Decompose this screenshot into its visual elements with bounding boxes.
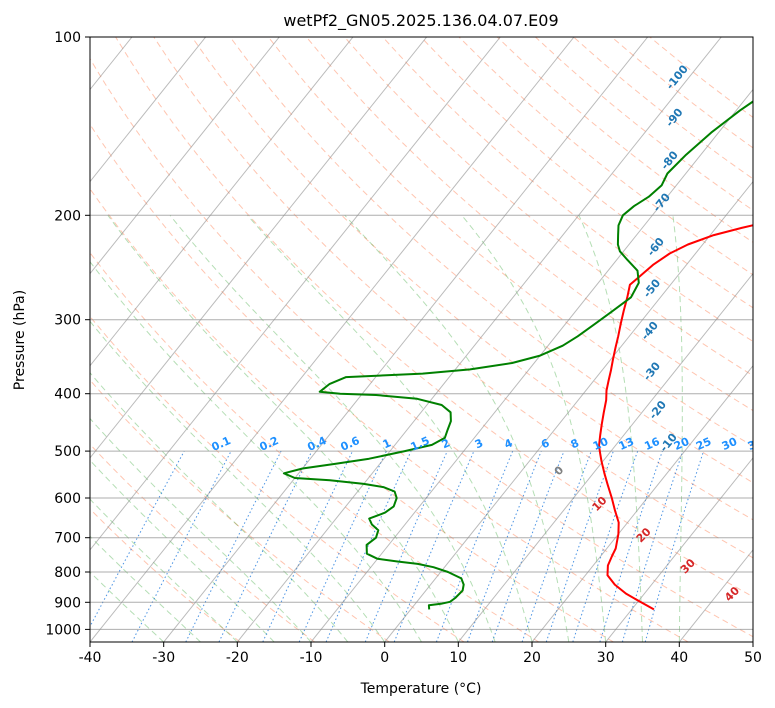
x-tick-label: 10 <box>449 650 467 666</box>
moist-adiabat-line <box>90 571 165 642</box>
isotherm-line <box>457 272 753 642</box>
isotherm-line <box>605 457 753 642</box>
isotherm-line <box>531 364 753 642</box>
y-tick-label: 1000 <box>45 622 81 638</box>
x-tick-label: -40 <box>79 650 102 666</box>
chart-title: wetPf2_GN05.2025.136.04.07.E09 <box>283 11 558 31</box>
dry-adiabat-line <box>306 37 753 412</box>
isotherm-line <box>90 37 354 367</box>
background-lines <box>90 37 753 642</box>
mixing-ratio-line <box>467 450 542 642</box>
mixing-ratio-line <box>364 450 448 642</box>
moist-adiabat-line <box>578 215 643 642</box>
profile-series <box>282 100 753 611</box>
x-axis-label: Temperature (°C) <box>360 681 482 697</box>
isotherm-line <box>163 37 649 642</box>
isotherm-line <box>90 37 501 551</box>
y-tick-label: 500 <box>54 444 81 460</box>
mixing-ratio-label: 20 <box>672 435 692 453</box>
dry-adiabat-line <box>267 37 753 447</box>
dry-adiabat-line <box>90 188 614 642</box>
moist-adiabat-line <box>247 214 533 642</box>
moist-adiabat-line <box>344 214 570 642</box>
moist-adiabat-line <box>169 214 496 642</box>
dry-adiabat-line <box>90 252 540 642</box>
y-tick-label: 600 <box>54 491 81 507</box>
isotherm-line <box>236 37 722 642</box>
mixing-ratio-line <box>185 450 282 642</box>
mixing-ratio-line <box>545 450 614 642</box>
moist-adiabat-line <box>90 535 201 642</box>
y-axis-label: Pressure (hPa) <box>12 290 28 390</box>
dewpoint-profile-line <box>282 100 753 610</box>
mixing-ratio-line <box>599 450 663 642</box>
moist-adiabat-line <box>90 372 349 642</box>
dry-adiabat-line <box>191 37 753 521</box>
isotherm-line <box>90 37 207 183</box>
mixing-ratio-line <box>435 450 514 642</box>
axes: -40 -30 -20 -10 0 10 20 30 40 50 100 200 300 400 500 60… <box>45 30 762 666</box>
mixing-ratio-line <box>90 450 185 628</box>
y-tick-label: 200 <box>54 208 81 224</box>
mixing-ratio-label: 16 <box>642 435 662 453</box>
moist-adiabat-line <box>90 498 238 642</box>
moist-adiabat-line <box>90 260 422 642</box>
mixing-ratio-line <box>491 450 565 642</box>
x-tick-label: -10 <box>300 650 323 666</box>
y-tick-label: 100 <box>54 30 81 46</box>
x-tick-label: 0 <box>380 650 389 666</box>
mixing-ratio-line <box>621 450 684 642</box>
y-tick-label: 400 <box>54 387 81 403</box>
temperature-profile-line <box>598 224 753 611</box>
plot-area: -100-90-80-70-60-50-40-30-20-100.1 0.2 0.4… <box>90 37 766 642</box>
y-tick-label: 700 <box>54 531 81 547</box>
x-tick-label: 20 <box>523 650 541 666</box>
mixing-ratio-line <box>325 450 412 642</box>
isotherm-line <box>90 37 575 642</box>
plot-frame <box>89 36 754 643</box>
y-tick-label: 900 <box>54 595 81 611</box>
isotherm-line <box>384 180 753 642</box>
x-tick-label: -20 <box>226 650 249 666</box>
dry-adiabat-line <box>90 123 689 642</box>
x-tick-label: 50 <box>744 650 762 666</box>
isotherm-line <box>90 37 280 275</box>
dry-adiabat-line <box>90 315 465 642</box>
mixing-ratio-label: 13 <box>617 435 636 453</box>
mixing-ratio-label: 36 <box>746 435 766 453</box>
mixing-ratio-label: 30 <box>720 435 740 453</box>
y-tick-label: 800 <box>54 565 81 581</box>
dry-adiabat-line <box>344 37 753 377</box>
dry-adiabat-line <box>90 379 390 642</box>
mixing-ratio-line <box>521 450 592 642</box>
isotherm-line <box>310 88 753 642</box>
y-tick-label: 300 <box>54 313 81 329</box>
mixing-ratio-line <box>572 450 639 642</box>
moist-adiabat-line <box>90 417 312 642</box>
x-tick-label: 40 <box>670 650 688 666</box>
isotherm-line <box>90 37 428 459</box>
dry-adiabat-line <box>90 443 315 642</box>
mixing-ratio-label: 10 <box>591 435 611 453</box>
mixing-ratio-label: 25 <box>694 435 713 453</box>
moist-adiabat-line <box>90 320 386 642</box>
moist-adiabat-line <box>672 215 683 642</box>
x-tick-label: 30 <box>597 650 615 666</box>
x-tick-label: -30 <box>152 650 175 666</box>
dry-adiabat-line <box>229 37 753 484</box>
